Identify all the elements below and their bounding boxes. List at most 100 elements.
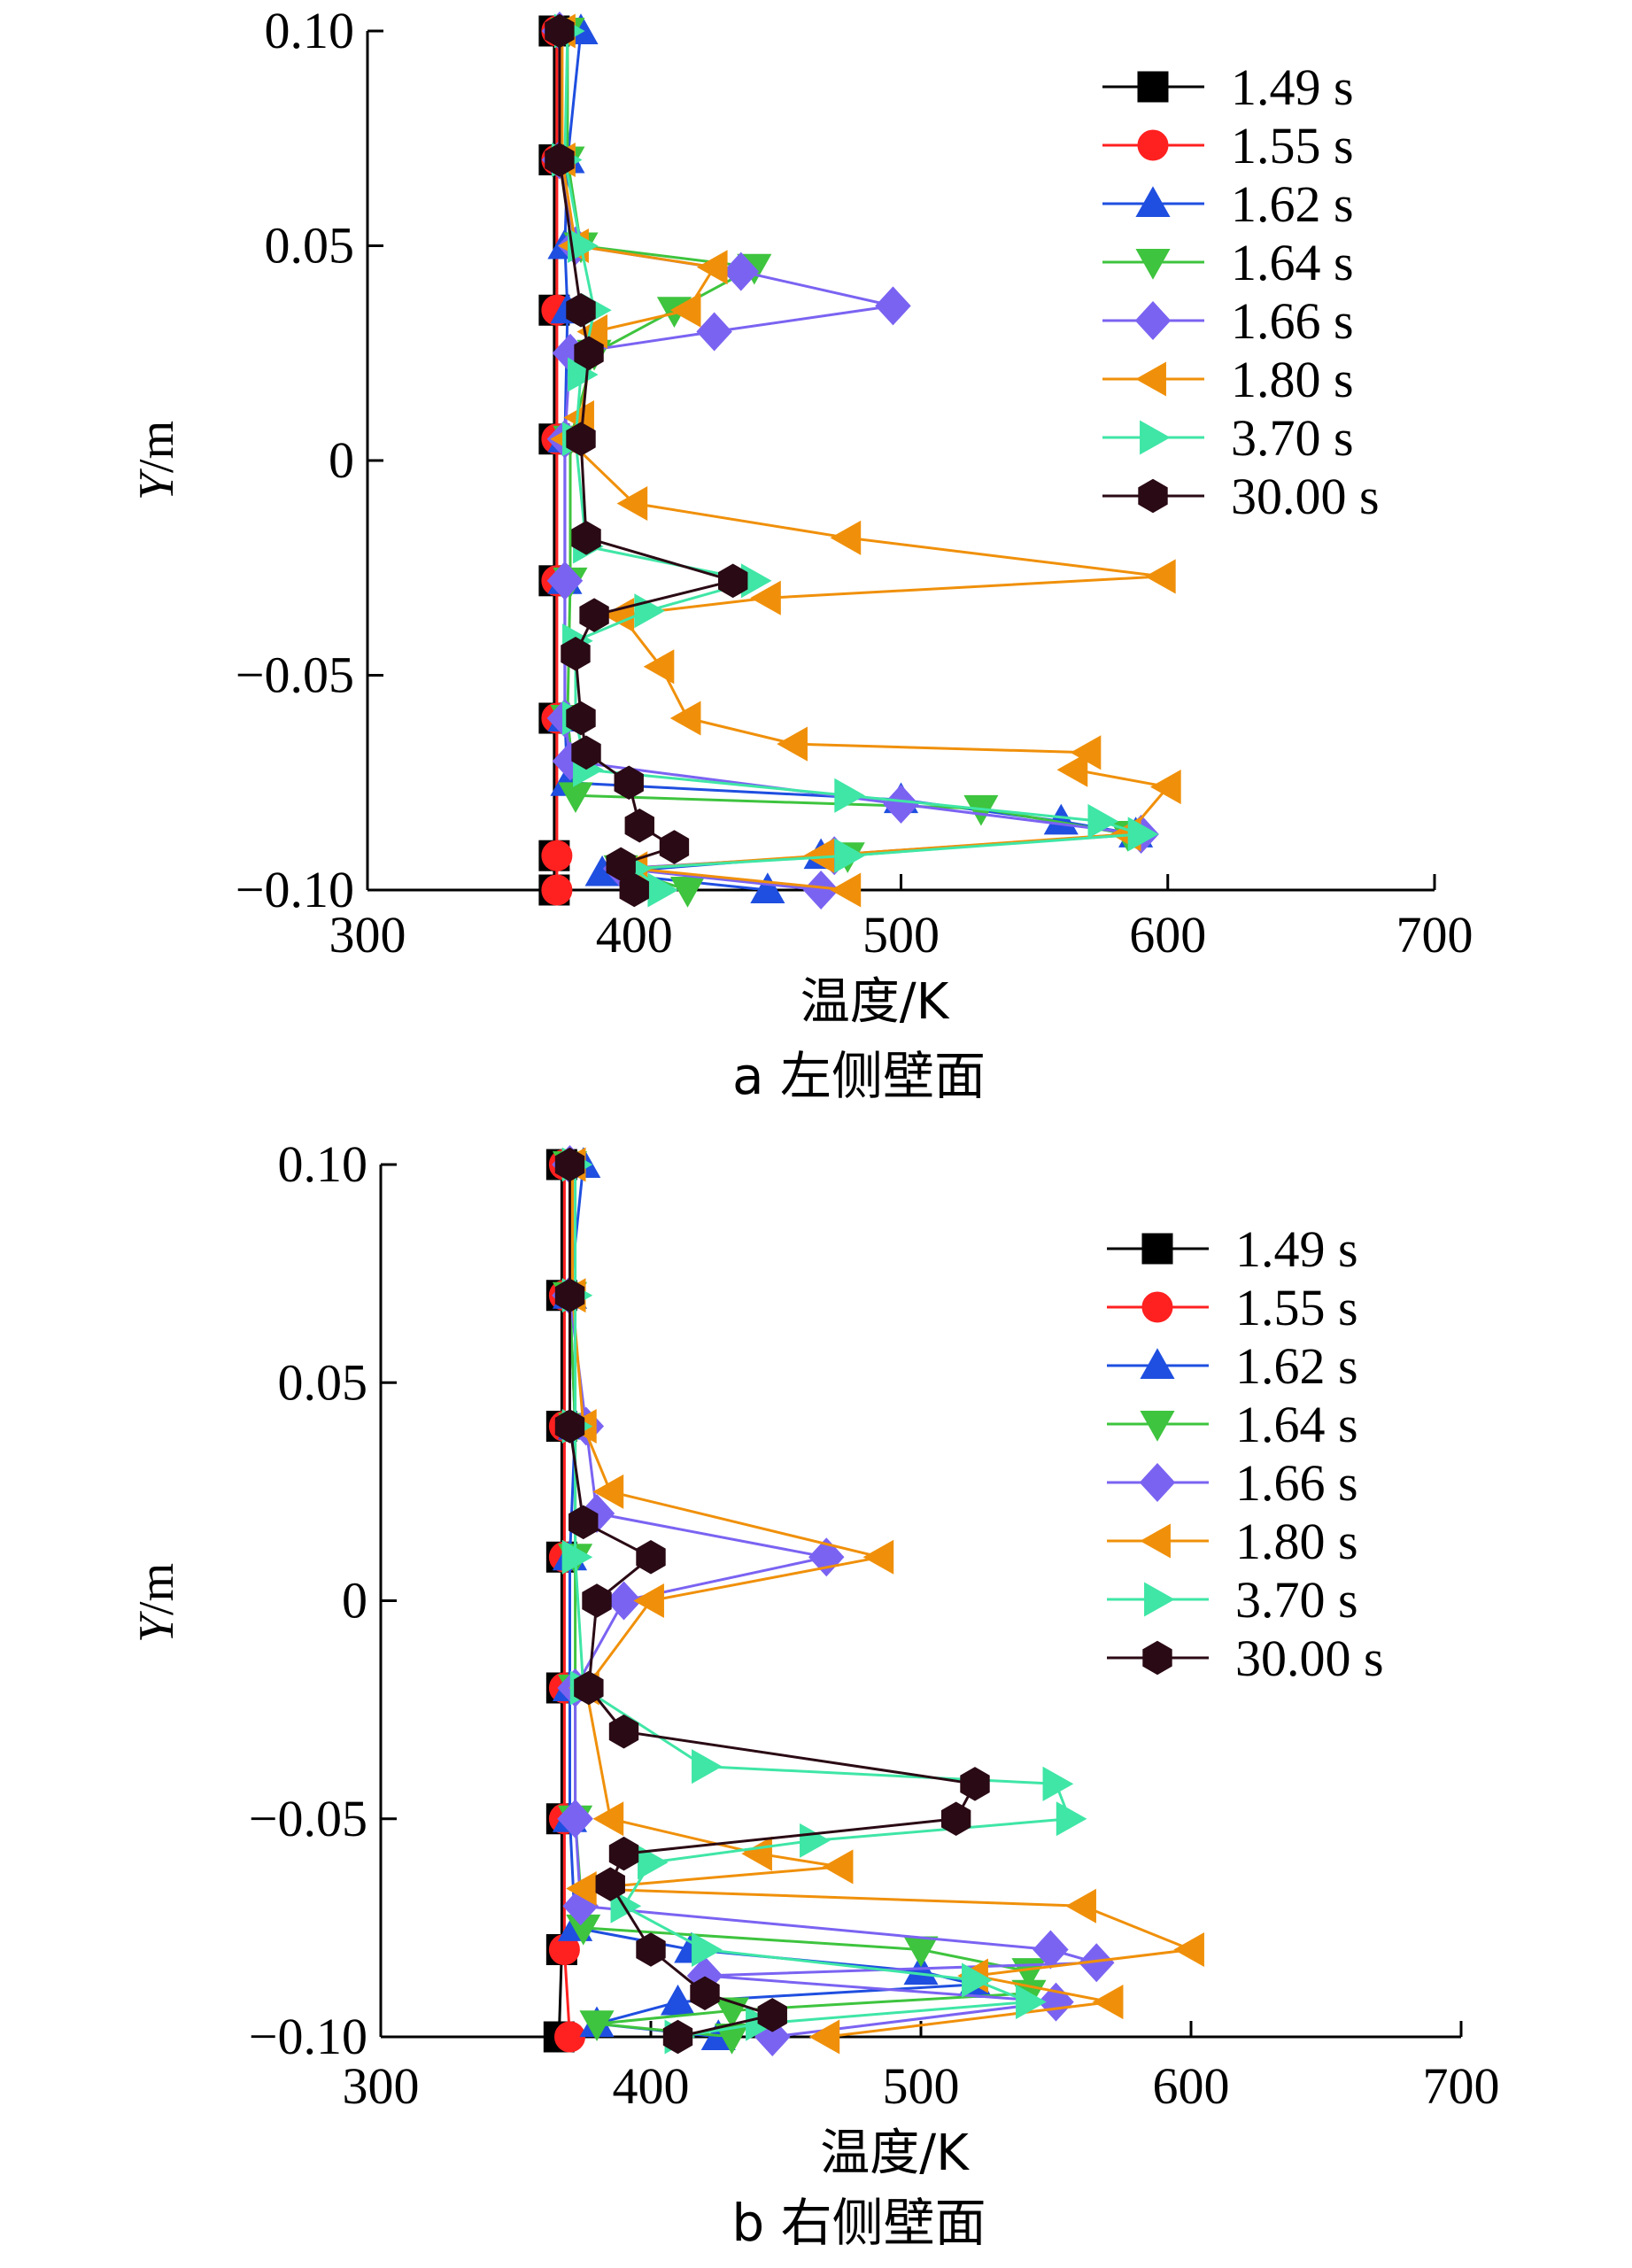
legend-label: 3.70 s — [1231, 409, 1354, 467]
data-point — [571, 521, 601, 555]
legend-marker — [1137, 71, 1169, 103]
y-tick-label: 0 — [329, 431, 354, 489]
chart-panel-a: 300 400 500 600 700 0.10 0.05 0 −0.05 −0.10 温度/K Y/… — [129, 2, 1473, 1106]
data-point — [554, 1147, 585, 1182]
legend-item: 30.00 s — [1102, 468, 1380, 525]
data-point — [568, 1505, 599, 1540]
y-tick-label: 0.10 — [265, 2, 355, 59]
legend-label: 3.70 s — [1235, 1571, 1358, 1629]
legend-marker — [1140, 1411, 1175, 1442]
y-tick-label: −0.10 — [236, 861, 354, 918]
legend-item: 1.64 s — [1107, 1396, 1358, 1453]
data-point — [557, 1799, 593, 1838]
data-point — [561, 636, 591, 671]
data-point — [690, 1976, 720, 2011]
legend-label: 30.00 s — [1231, 468, 1380, 525]
legend-marker — [1137, 129, 1169, 161]
panel-caption: a 左侧壁面 — [732, 1046, 986, 1106]
y-tick-label: 0.05 — [265, 217, 355, 275]
data-point — [883, 785, 919, 824]
legend-marker — [1140, 1523, 1171, 1559]
legend-marker — [1139, 1463, 1176, 1502]
data-point — [616, 485, 648, 522]
series-30-00-s — [545, 13, 748, 908]
y-tick-label: 0 — [342, 1572, 367, 1629]
legend-item: 3.70 s — [1102, 409, 1354, 467]
legend-item: 1.64 s — [1102, 234, 1354, 291]
data-point — [1016, 1985, 1047, 2020]
x-tick-label: 700 — [1423, 2057, 1500, 2115]
x-tick-label: 300 — [343, 2057, 420, 2115]
legend-label: 1.80 s — [1231, 351, 1354, 408]
data-point — [875, 286, 911, 326]
y-tick-label: −0.05 — [236, 646, 354, 704]
y-tick-label: 0.05 — [278, 1353, 368, 1411]
legend-marker — [1134, 301, 1172, 340]
legend-item: 1.49 s — [1107, 1220, 1358, 1278]
x-tick-label: 300 — [329, 906, 406, 964]
x-tick-label: 500 — [862, 906, 940, 964]
legend-marker — [1140, 420, 1171, 455]
data-point — [808, 1537, 845, 1577]
chart-panel-b: 300 400 500 600 700 0.10 0.05 0 −0.05 −0.10 温度/K Y/… — [129, 1135, 1500, 2253]
legend-item: 1.62 s — [1102, 175, 1354, 233]
series-line — [574, 1165, 1071, 2037]
data-point — [1173, 1931, 1204, 1968]
data-point — [545, 143, 575, 177]
legend-item: 1.66 s — [1107, 1454, 1358, 1512]
data-point — [1033, 1930, 1069, 1970]
data-point — [802, 871, 839, 910]
legend-item: 30.00 s — [1107, 1629, 1384, 1687]
data-point — [541, 874, 573, 906]
x-tick-label: 400 — [613, 2057, 690, 2115]
data-point — [662, 2019, 693, 2055]
series-line — [571, 1165, 1193, 2037]
data-point — [1127, 817, 1159, 852]
legend-item: 1.55 s — [1102, 117, 1354, 174]
legend-item: 1.49 s — [1102, 58, 1354, 116]
x-tick-label: 600 — [1153, 2057, 1230, 2115]
legend-label: 1.62 s — [1235, 1337, 1358, 1395]
series-line — [558, 31, 735, 890]
legend-label: 30.00 s — [1235, 1629, 1384, 1687]
data-point — [566, 422, 596, 457]
data-point — [757, 1998, 787, 2032]
legend-label: 1.49 s — [1235, 1220, 1358, 1278]
legend-label: 1.55 s — [1235, 1279, 1358, 1336]
legend-label: 1.66 s — [1235, 1454, 1358, 1512]
series-line — [563, 30, 1143, 890]
y-tick-label: −0.05 — [249, 1790, 367, 1847]
data-point — [669, 877, 706, 908]
x-tick-label: 500 — [883, 2057, 960, 2115]
data-point — [636, 1932, 666, 1967]
legend: 1.49 s1.55 s1.62 s1.64 s1.66 s1.80 s3.70… — [1107, 1220, 1384, 1687]
data-point — [608, 1714, 639, 1749]
series-line — [557, 1165, 563, 2037]
legend-item: 3.70 s — [1107, 1571, 1358, 1629]
data-point — [558, 782, 593, 814]
legend-marker — [1141, 1291, 1173, 1323]
legend-label: 1.49 s — [1231, 58, 1354, 116]
data-point — [1056, 1801, 1087, 1837]
data-point — [960, 1767, 990, 1801]
data-point — [741, 1836, 772, 1871]
data-point — [1145, 559, 1176, 594]
legend-label: 1.64 s — [1235, 1396, 1358, 1453]
series-line — [568, 1165, 977, 2037]
data-point — [554, 1278, 585, 1313]
data-point — [1079, 1943, 1115, 1983]
data-point — [962, 1962, 993, 1998]
legend-item: 1.80 s — [1107, 1513, 1358, 1570]
series-line — [558, 31, 1143, 890]
data-point — [940, 1801, 971, 1837]
legend-item: 1.62 s — [1107, 1337, 1358, 1395]
legend-marker — [1142, 1640, 1172, 1676]
y-axis-title: Y/m — [129, 421, 184, 500]
series-line — [566, 31, 1130, 890]
data-point — [636, 1539, 666, 1575]
panel-caption: b 右侧壁面 — [731, 2193, 986, 2253]
legend-item: 1.80 s — [1102, 351, 1354, 408]
data-point — [566, 701, 596, 736]
legend-label: 1.66 s — [1231, 292, 1354, 350]
